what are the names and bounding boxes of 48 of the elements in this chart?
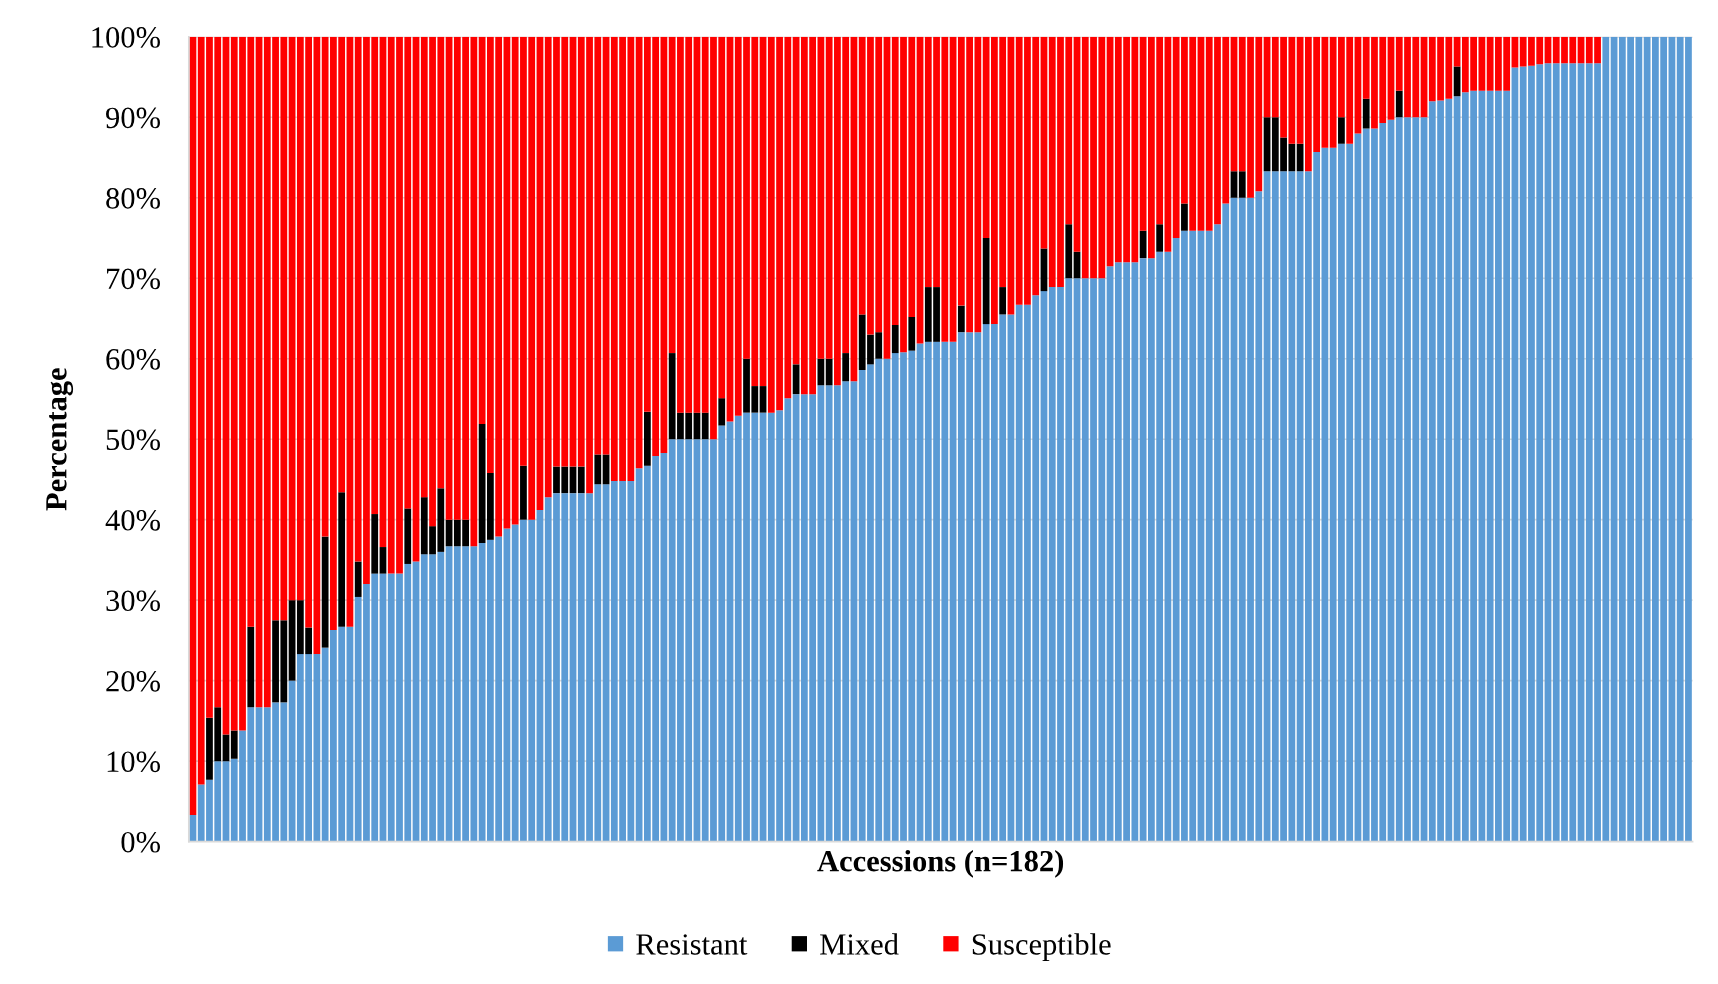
y-axis-title: Percentage xyxy=(46,368,74,511)
bar xyxy=(1362,98,1370,129)
bar xyxy=(230,730,238,759)
y-tick-label: 50% xyxy=(106,429,160,451)
bar xyxy=(1156,224,1164,252)
bar xyxy=(404,508,412,564)
y-tick-label: 0% xyxy=(121,831,160,853)
bar xyxy=(891,324,899,354)
bar xyxy=(957,305,965,333)
bar xyxy=(982,238,990,325)
bar xyxy=(1065,224,1073,279)
bar xyxy=(817,358,825,386)
y-tick-label: 10% xyxy=(107,751,160,773)
bar xyxy=(718,398,726,426)
bar xyxy=(247,626,255,708)
y-tick-label: 60% xyxy=(106,349,160,370)
bar xyxy=(1395,90,1403,118)
bar xyxy=(908,316,916,351)
bar xyxy=(1139,230,1147,259)
y-tick-label: 40% xyxy=(105,509,160,531)
x-axis-title: Accessions (n=182) xyxy=(817,849,1064,878)
bar xyxy=(321,536,329,648)
bar xyxy=(1238,171,1246,198)
y-tick-label: 20% xyxy=(106,670,160,692)
y-tick-label: 80% xyxy=(106,188,160,209)
bar xyxy=(520,465,527,520)
bar xyxy=(643,411,651,466)
bar xyxy=(338,492,346,627)
bar xyxy=(825,358,833,386)
bar xyxy=(842,353,850,382)
legend-label: Mixed xyxy=(820,933,899,955)
legend-label: Susceptible xyxy=(972,933,1111,961)
bar xyxy=(354,561,362,597)
bar xyxy=(1181,203,1188,231)
bar xyxy=(371,514,379,574)
bar xyxy=(379,547,387,574)
y-tick-label: 100% xyxy=(92,27,160,48)
y-tick-label: 70% xyxy=(107,268,160,290)
bar xyxy=(1230,171,1238,198)
bar xyxy=(701,412,709,440)
bar xyxy=(594,454,602,485)
bar xyxy=(999,287,1007,315)
bar xyxy=(1338,117,1345,144)
bar xyxy=(577,466,585,494)
bar xyxy=(759,386,767,413)
y-tick-label: 90% xyxy=(106,107,160,129)
legend-label: Resistant xyxy=(636,934,748,955)
y-tick-label: 30% xyxy=(106,590,160,612)
